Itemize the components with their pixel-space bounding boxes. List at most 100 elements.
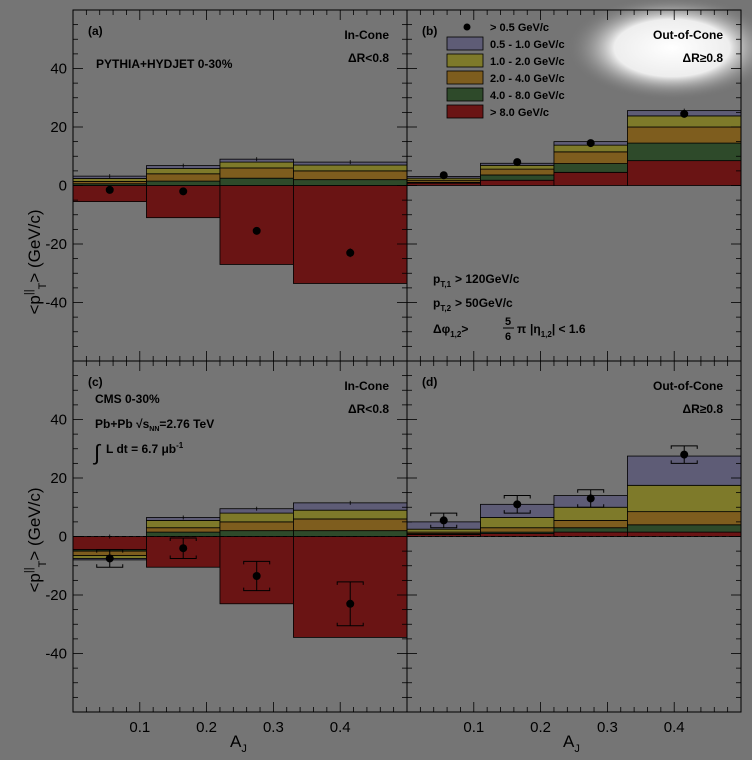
bar-a-bin2-series2 [219,167,294,179]
bar-c-bin3-series3 [293,530,408,537]
y-tick-label-a: 40 [50,61,67,78]
cut-frac-den: 6 [505,331,511,343]
sys-bracket-c-2 [243,560,271,592]
bar-d-bin0-series1 [406,528,481,533]
data-point-a-2 [252,226,261,235]
bar-c-bin1-series3 [146,531,221,537]
bar-c-bin2-series3 [219,530,294,537]
highlight-glow [567,0,752,100]
bar-d-bin1-series2 [480,527,555,533]
x-axis-label-left: AJ [230,732,247,755]
bar-a-bin2-series3 [219,177,294,186]
x-tick-label-d: 0.3 [597,719,618,736]
x-tick-label-c: 0.4 [330,719,351,736]
bar-b-bin3-series3 [627,142,742,162]
sys-bracket-c-3 [336,581,364,627]
bar-d-bin3-series2 [627,511,742,526]
data-point-b-0 [439,171,448,180]
bar-d-bin2-series3 [553,527,628,533]
bar-a-bin3-series1 [293,164,408,172]
bar-a-bin2-series4 [219,185,294,265]
data-point-d-0 [439,516,448,525]
bar-c-bin1-series2 [146,527,221,533]
y-tick-label-c: -20 [45,587,67,604]
cms-energy: Pb+Pb √sNN=2.76 TeV [95,417,214,433]
data-point-d-1 [513,500,522,509]
data-point-b-3 [680,109,689,118]
data-point-b-1 [513,158,522,167]
legend-label-3: 4.0 - 8.0 GeV/c [490,90,565,102]
region-label-b: Out-of-Cone [653,28,723,42]
bar-d-bin1-series1 [480,517,555,529]
legend-swatch-4 [446,104,484,119]
bar-d-bin2-series1 [553,506,628,521]
bar-b-bin2-series2 [553,151,628,164]
cut-pi: π [517,322,526,336]
bar-a-bin3-series4 [293,185,408,284]
data-point-c-1 [179,544,188,553]
x-tick-label-d: 0.1 [463,719,484,736]
x-tick-label-d: 0.2 [530,719,551,736]
x-tick-label-c: 0.2 [196,719,217,736]
sys-bracket-c-0 [96,549,124,568]
bar-c-bin3-series2 [293,518,408,532]
legend-swatch-3 [446,87,484,102]
y-tick-label-a: -40 [45,295,67,312]
cms-integral: ∫ [92,440,102,465]
panel-label-b: (b) [422,24,437,38]
x-tick-label-d: 0.4 [664,719,685,736]
data-point-a-0 [105,185,114,194]
legend-label-1: 1.0 - 2.0 GeV/c [490,56,565,68]
cut-label-a: ΔR<0.8 [348,51,389,65]
legend-marker-point [463,23,471,31]
bar-b-bin1-series4 [480,179,555,186]
bar-b-bin3-series4 [627,160,742,186]
bar-a-bin1-series1 [146,168,221,175]
data-point-a-1 [179,187,188,196]
bar-d-bin3-series4 [627,531,742,537]
bar-c-bin1-series1 [146,520,221,529]
sys-bracket-d-1 [503,495,531,514]
data-point-d-3 [680,450,689,459]
panel-d: 0.1 0.2 0.3 0.4 (d) Out-of-Cone ΔR≥0.8 [406,360,742,736]
cut-pt2: pT,2 > 50GeV/c [433,296,513,313]
y-tick-label-c: 0 [59,529,67,546]
x-tick-label-c: 0.1 [129,719,150,736]
y-tick-label-c: 40 [50,412,67,429]
panel-a: 40 20 0 -20 -40 (a) In-Cone ΔR<0.8 [45,9,408,362]
legend-label-point: > 0.5 GeV/c [490,22,549,34]
cut-label-b: ΔR≥0.8 [682,51,723,65]
region-label-c: In-Cone [344,379,389,393]
sys-bracket-c-1 [169,537,197,559]
legend-swatch-2 [446,70,484,85]
cut-frac-num: 5 [505,316,511,328]
region-label-d: Out-of-Cone [653,379,723,393]
cut-label-d: ΔR≥0.8 [682,402,723,416]
panel-a-title: PYTHIA+HYDJET 0-30% [96,57,233,71]
data-point-a-3 [346,248,355,257]
data-point-b-2 [586,139,595,148]
data-point-c-2 [252,571,261,580]
y-tick-label-c: -40 [45,646,67,663]
y-tick-label-c: 20 [50,470,67,487]
y-tick-label-a: 20 [50,119,67,136]
y-axis-label-bottom: <p||T> (GeV/c) [23,487,49,592]
sys-bracket-d-0 [430,512,458,529]
legend-swatch-1 [446,53,484,68]
data-point-c-3 [346,599,355,608]
bar-a-bin1-series3 [146,180,221,186]
bar-d-bin3-series3 [627,524,742,533]
y-tick-label-a: 0 [59,178,67,195]
data-point-d-2 [586,494,595,503]
bar-b-bin1-series2 [480,168,555,176]
y-axis-label-top: <p||T> (GeV/c) [23,209,49,314]
bar-a-bin3-series2 [293,170,408,181]
region-label-a: In-Cone [344,28,389,42]
legend-label-2: 2.0 - 4.0 GeV/c [490,73,565,85]
bar-c-bin2-series2 [219,521,294,532]
bar-d-bin2-series2 [553,520,628,529]
bar-a-bin1-series2 [146,173,221,182]
legend-label-0: 0.5 - 1.0 GeV/c [490,39,565,51]
panel-label-a: (a) [88,24,103,38]
